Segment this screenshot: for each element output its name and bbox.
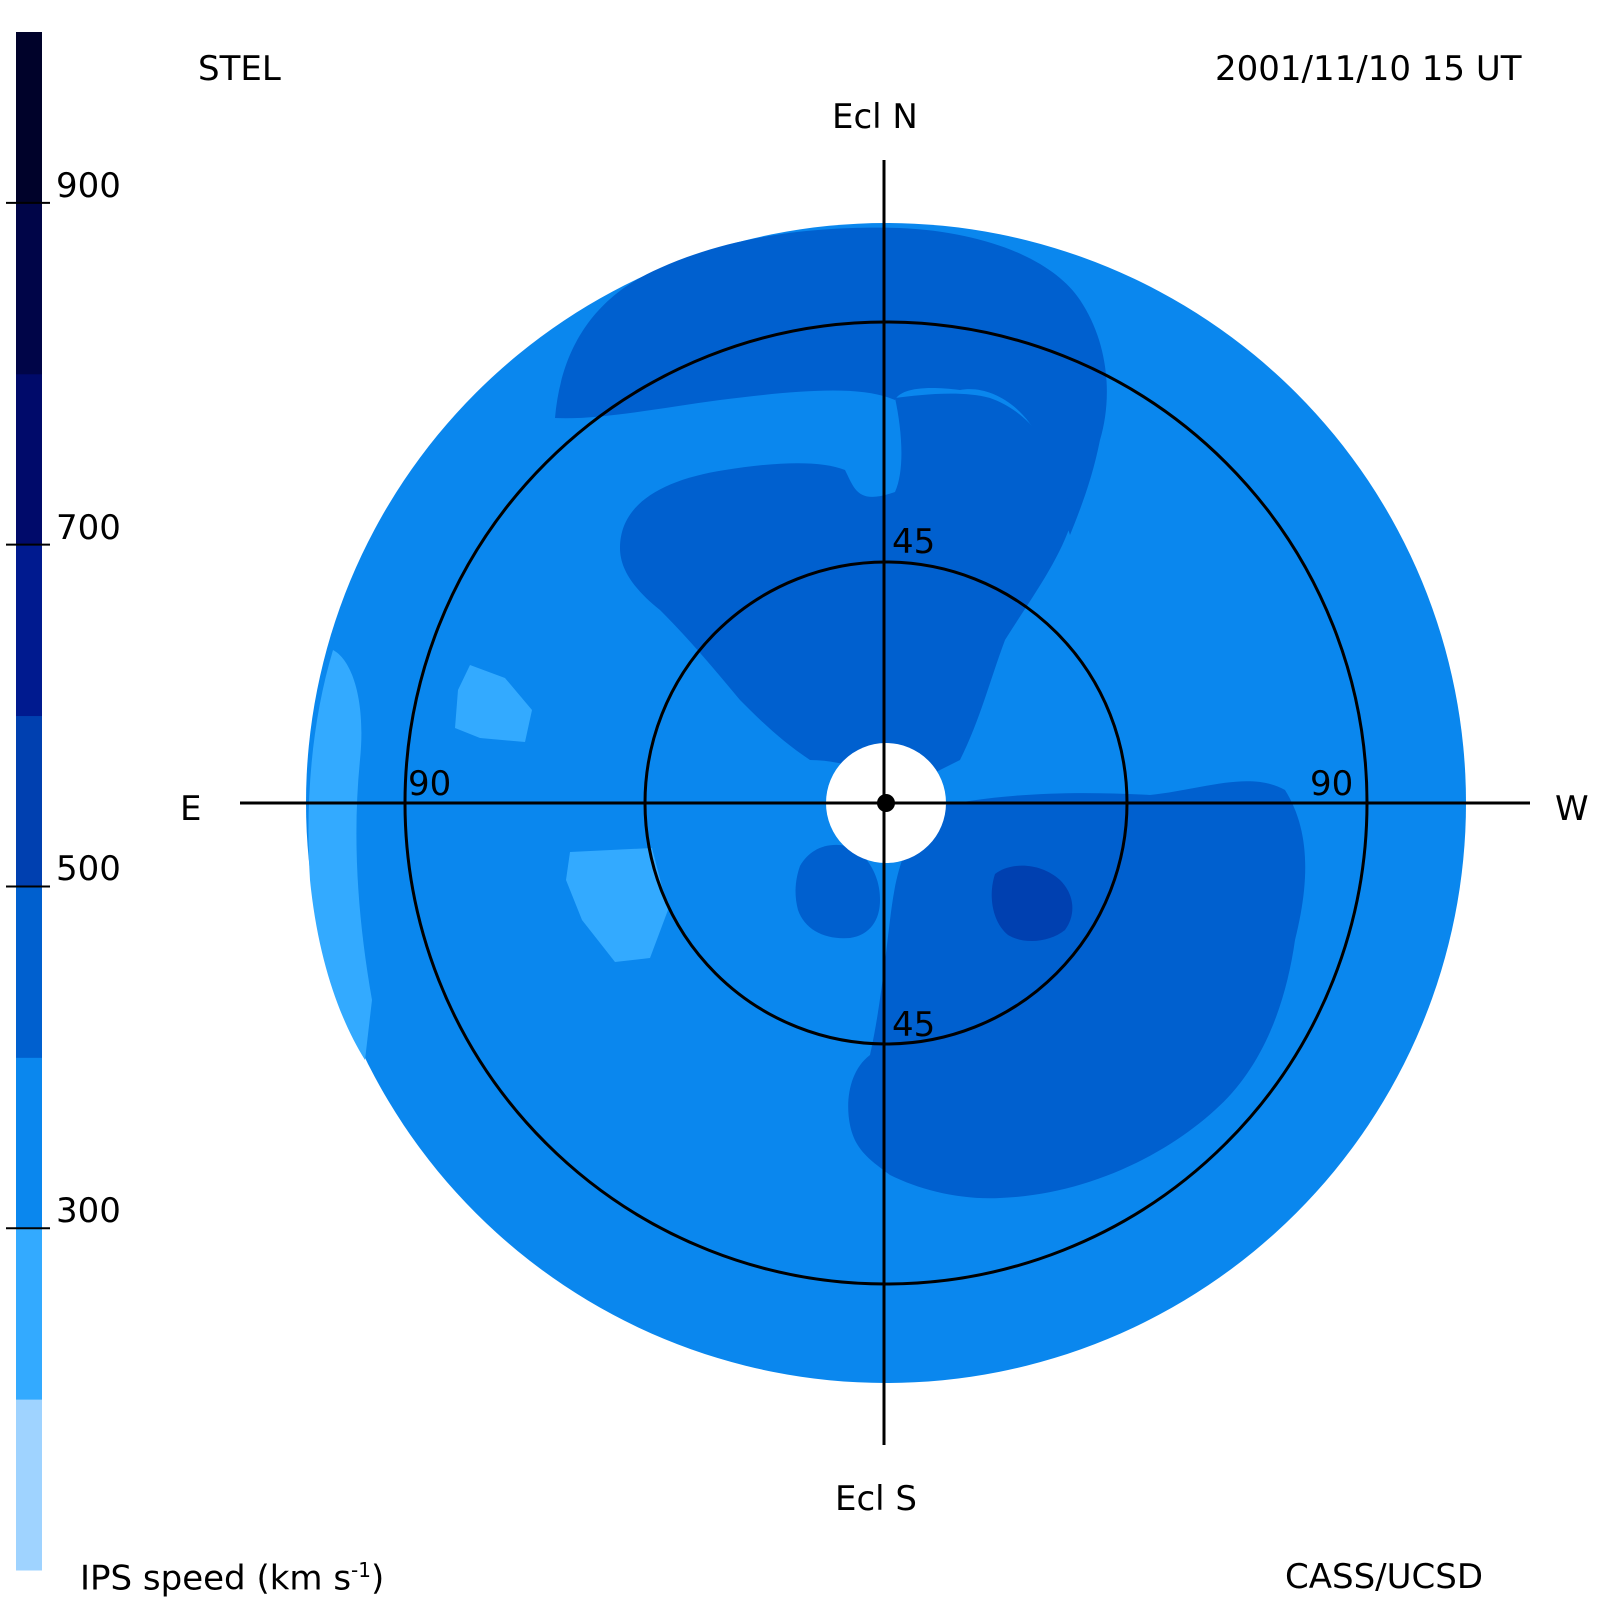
ring-90-label-west: 90 (1310, 764, 1354, 804)
colorbar-bin-800-900 (16, 202, 42, 375)
colorbar-bin-700-800 (16, 373, 42, 546)
colorbar-title: IPS speed (km s-1) (80, 1560, 384, 1595)
northern-fast-arc (555, 227, 1107, 535)
northern-stream (620, 393, 1072, 790)
east-slow-patch-upper (455, 665, 532, 742)
ring-45-label-south: 45 (892, 1005, 936, 1045)
west-label: W (1555, 789, 1589, 829)
sky-map (240, 160, 1530, 1445)
ecliptic-south-label: Ecl S (835, 1479, 918, 1519)
ecliptic-north-label: Ecl N (832, 97, 918, 137)
southwestern-core (991, 865, 1073, 942)
colorbar-title-prefix: IPS speed (km s (80, 1558, 352, 1599)
colorbar-tick-label-300: 300 (56, 1191, 121, 1232)
ring-45-label-north: 45 (892, 522, 936, 562)
east-label: E (180, 789, 202, 829)
ring-90-label-east: 90 (408, 764, 452, 804)
colorbar-bin-300-400 (16, 1057, 42, 1229)
east-slow-patch-lower (566, 848, 668, 962)
colorbar-bin-900-1000 (16, 32, 42, 204)
colorbar-tick-label-500: 500 (56, 849, 121, 890)
colorbar-title-exponent: -1 (351, 1558, 371, 1582)
colorbar-title-suffix: ) (371, 1558, 385, 1599)
colorbar-tick-label-700: 700 (56, 507, 121, 548)
colorbar-bin-500-600 (16, 715, 42, 887)
credit-label: CASS/UCSD (1285, 1557, 1484, 1597)
east-edge-slow-region (308, 650, 372, 1060)
colorbar-bin-600-700 (16, 544, 42, 717)
southwestern-fast-region (848, 781, 1306, 1199)
observatory-label: STEL (198, 49, 281, 89)
south-center-patch (795, 844, 880, 939)
colorbar-bin-100-200 (16, 1399, 42, 1571)
colorbar (6, 32, 50, 1571)
timestamp-label: 2001/11/10 15 UT (1215, 49, 1522, 89)
colorbar-bin-400-500 (16, 886, 42, 1058)
colorbar-tick-label-900: 900 (56, 165, 121, 206)
colorbar-bin-200-300 (16, 1228, 42, 1400)
